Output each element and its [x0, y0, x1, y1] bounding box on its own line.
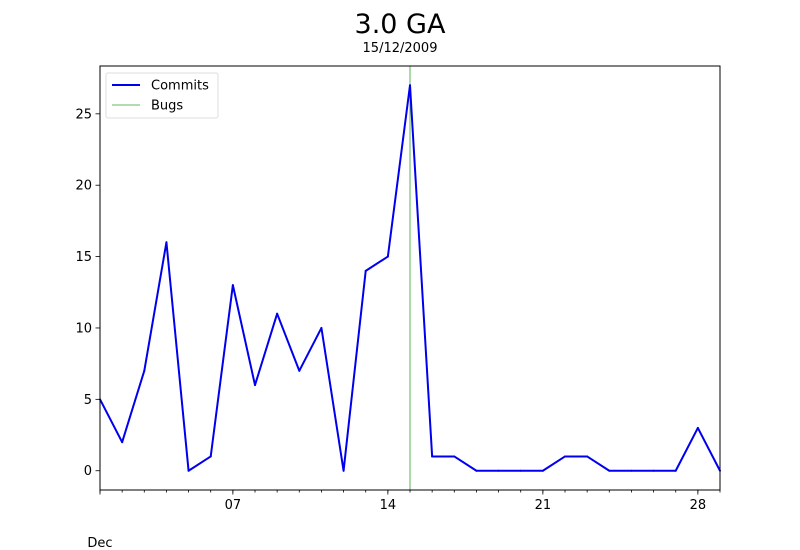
x-axis: 07 14 21 28	[99, 490, 721, 513]
data-point	[364, 269, 367, 272]
data-point	[608, 469, 611, 472]
data-point	[209, 455, 212, 458]
data-point	[121, 441, 124, 444]
y-tick-label: 10	[75, 321, 92, 336]
data-point	[431, 455, 434, 458]
data-point	[342, 469, 345, 472]
chart-subtitle: 15/12/2009	[363, 41, 438, 56]
data-point	[143, 369, 146, 372]
data-point	[165, 241, 168, 244]
data-point	[453, 455, 456, 458]
y-tick-label: 0	[84, 464, 92, 479]
data-point	[254, 384, 256, 387]
data-point	[320, 326, 323, 329]
data-point	[586, 455, 589, 458]
y-tick-label: 5	[84, 393, 92, 408]
data-point	[231, 284, 234, 287]
x-tick-label: 07	[225, 498, 242, 513]
x-axis-month-label: Dec	[87, 536, 112, 550]
data-point	[298, 369, 301, 372]
data-point	[276, 312, 279, 315]
x-tick-label: 14	[380, 498, 397, 513]
y-tick-label: 15	[75, 250, 92, 265]
y-tick-label: 25	[75, 107, 92, 122]
data-point	[696, 426, 699, 429]
data-point	[541, 469, 544, 472]
y-tick-label: 20	[75, 179, 92, 194]
legend-label-commits: Commits	[151, 79, 209, 94]
legend: Commits Bugs	[105, 72, 219, 119]
legend-label-bugs: Bugs	[151, 99, 183, 114]
y-axis: 0 5 10 15 20 25	[75, 107, 100, 479]
x-tick-label: 21	[535, 498, 552, 513]
plot-area	[99, 65, 721, 491]
data-point	[564, 455, 566, 458]
chart-title: 3.0 GA	[355, 9, 446, 40]
data-point	[187, 469, 190, 472]
data-point	[409, 84, 411, 87]
data-point	[652, 469, 655, 472]
data-point	[630, 469, 633, 472]
x-tick-label: 28	[690, 498, 707, 513]
data-point	[497, 469, 500, 472]
data-point	[475, 469, 478, 472]
data-point	[519, 469, 522, 472]
data-point	[386, 255, 389, 258]
data-point	[674, 469, 677, 472]
